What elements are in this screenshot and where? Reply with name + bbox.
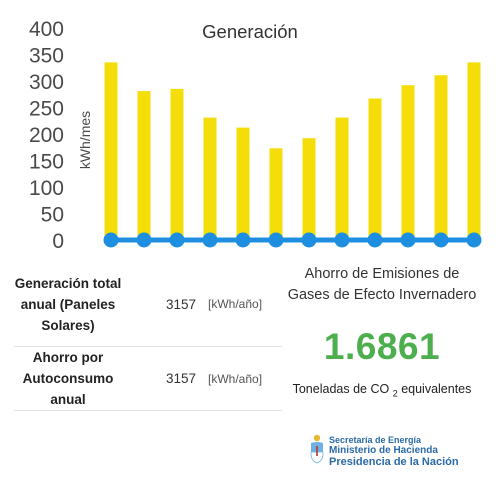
- savings-unit: Toneladas de CO 2 equivalentes: [282, 382, 482, 399]
- line-point: [433, 232, 449, 248]
- savings-title: Ahorro de Emisiones de Gases de Efecto I…: [287, 266, 477, 303]
- line-point: [202, 232, 218, 248]
- y-axis-label: kWh/mes: [77, 111, 93, 169]
- line-point: [334, 232, 350, 248]
- bar: [335, 117, 349, 240]
- y-tick-label: 150: [29, 151, 64, 174]
- y-tick-label: 100: [29, 177, 64, 200]
- y-tick-label: 300: [29, 71, 64, 94]
- row-value: 3157: [122, 262, 204, 347]
- line-point: [367, 232, 383, 248]
- bar: [467, 62, 481, 241]
- table-row: Generación total anual (Paneles Solares)…: [14, 262, 282, 347]
- y-tick-label: 50: [41, 204, 64, 227]
- row-unit: [kWh/año]: [204, 346, 282, 411]
- row-value: 3157: [122, 346, 204, 411]
- logo-line-2: Ministerio de Hacienda: [329, 445, 438, 456]
- energy-summary-table: Generación total anual (Paneles Solares)…: [14, 262, 282, 411]
- government-logo: Secretaría de Energía Ministerio de Haci…: [310, 433, 490, 469]
- bar: [269, 148, 283, 240]
- bar: [401, 85, 415, 240]
- bar: [434, 75, 448, 240]
- bar: [203, 117, 217, 240]
- bar: [104, 62, 118, 241]
- bar: [302, 138, 316, 240]
- y-tick-label: 0: [52, 230, 64, 253]
- chart-title: Generación: [202, 21, 298, 42]
- line-point: [136, 232, 152, 248]
- row-unit: [kWh/año]: [204, 262, 282, 347]
- y-tick-label: 400: [29, 18, 64, 41]
- logo-line-3: Presidencia de la Nación: [329, 456, 459, 468]
- savings-value: 1.6861: [323, 326, 441, 367]
- generation-chart: Generación 0 50 100 150 200 250 300 350 400 kWh/…: [29, 18, 482, 253]
- table-row: Ahorro por Autoconsumo anual 3157 [kWh/a…: [14, 346, 282, 411]
- line-point: [301, 232, 317, 248]
- coat-of-arms-icon: [310, 434, 324, 464]
- y-tick-label: 350: [29, 45, 64, 68]
- emissions-savings-panel: Ahorro de Emisiones de Gases de Efecto I…: [282, 262, 482, 399]
- line-point: [103, 232, 119, 248]
- savings-unit-prefix: Toneladas de CO: [292, 382, 390, 396]
- bar: [170, 88, 184, 241]
- line-point: [235, 232, 251, 248]
- savings-unit-sub: 2: [392, 388, 398, 399]
- y-tick-label: 250: [29, 98, 64, 121]
- bar: [236, 127, 250, 240]
- logo-line-1: Secretaría de Energía: [329, 435, 422, 445]
- line-point: [268, 232, 284, 248]
- savings-unit-suffix: equivalentes: [401, 382, 472, 396]
- line-point: [169, 232, 185, 248]
- bar: [137, 91, 151, 240]
- row-label: Generación total anual (Paneles Solares): [14, 262, 122, 347]
- line-point: [466, 232, 482, 248]
- line-point: [400, 232, 416, 248]
- row-label: Ahorro por Autoconsumo anual: [14, 346, 122, 411]
- y-tick-label: 200: [29, 124, 64, 147]
- bar: [368, 98, 382, 240]
